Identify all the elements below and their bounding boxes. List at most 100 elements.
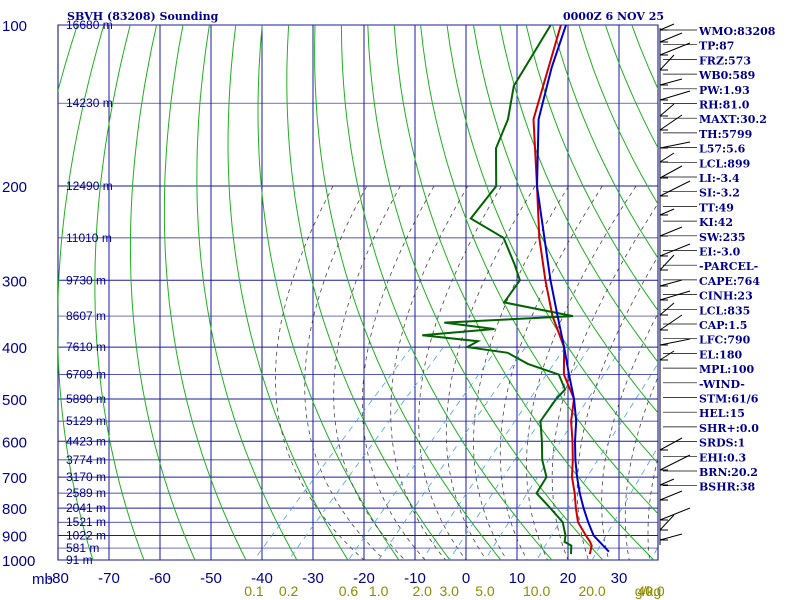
dry-adiabat-line: [499, 25, 658, 363]
sounding-index: LFC:790: [699, 334, 751, 347]
moist-adiabat-line: [445, 185, 536, 560]
wind-barb: [659, 338, 691, 346]
wind-barb: [659, 141, 691, 149]
mixing-ratio-label: 20.0: [578, 583, 605, 599]
sounding-time: 0000Z 6 NOV 25: [563, 10, 664, 23]
mixing-ratio-line: [378, 346, 527, 560]
profile-layer: [422, 25, 610, 555]
pressure-tick-label: 500: [2, 392, 27, 409]
wind-barb: [659, 314, 683, 331]
sounding-index: MPL:100: [699, 363, 755, 376]
wind-barb: [659, 350, 675, 361]
wind-barb: [659, 514, 675, 531]
mixing-ratio-line: [536, 362, 658, 560]
mixing-ratio-line: [253, 346, 412, 560]
dry-adiabat-line: [163, 25, 247, 560]
mixing-ratio-label: 3.0: [440, 583, 460, 599]
temperature-tick-label: -50: [200, 570, 222, 587]
height-label: 1521 m: [66, 515, 106, 529]
pressure-tick-label: 800: [2, 501, 27, 518]
temperature-tick-label: 20: [560, 570, 577, 587]
wind-barb: [659, 490, 683, 501]
temperature-tick-label: -10: [404, 570, 426, 587]
wind-barb: [659, 279, 683, 287]
sounding-index: MAXT:30.2: [699, 113, 767, 126]
mixing-ratio-line: [288, 346, 444, 560]
temperature-tick-label: 30: [611, 570, 628, 587]
parcel-profile: [535, 25, 610, 553]
moist-adiabat-line: [418, 185, 502, 560]
wind-barb: [659, 78, 683, 86]
moist-adiabat-line: [361, 185, 435, 560]
sounding-index: HEL:15: [699, 407, 745, 420]
wind-barb: [659, 478, 675, 486]
sounding-index: CINH:23: [699, 290, 753, 303]
sounding-index: BRN:20.2: [699, 466, 758, 479]
sounding-index: EHI:0.3: [699, 451, 746, 464]
mixing-ratio-label: 0.6: [339, 583, 359, 599]
moist-adiabat-line: [333, 185, 406, 560]
height-label: 7610 m: [66, 340, 106, 354]
temperature-tick-label: 10: [509, 570, 526, 587]
dry-adiabat-line: [129, 25, 196, 560]
height-label: 2041 m: [66, 501, 106, 515]
dewpoint-profile: [422, 25, 574, 555]
moist-adiabat-line: [526, 185, 637, 560]
label-layer: -80 -70 -60 -50 -40 -30 -20 -10 0 10 20 30 100 200 300…: [2, 18, 776, 599]
sounding-index: SHR+:0.0: [699, 422, 759, 435]
sounding-index: TH:5799: [699, 128, 752, 141]
sounding-index: SI:-3.2: [699, 187, 740, 200]
height-label: 14230 m: [66, 96, 113, 110]
moist-adiabat-line: [274, 185, 365, 560]
temperature-tick-label: -70: [98, 570, 120, 587]
grid-layer: [57, 24, 659, 561]
height-label: 5129 m: [66, 414, 106, 428]
sounding-index: L57:5.6: [699, 143, 746, 156]
sounding-index: CAPE:764: [699, 275, 760, 288]
mixing-ratio-unit: g/kg: [635, 583, 661, 599]
wind-barb: [659, 243, 691, 257]
dry-adiabat-line: [578, 25, 658, 206]
sounding-index: RH:81.0: [699, 99, 750, 112]
mixing-ratio-line: [448, 346, 591, 560]
dry-adiabat-line: [94, 25, 145, 560]
pressure-tick-label: 700: [2, 470, 27, 487]
mixing-ratio-line: [484, 346, 623, 560]
sounding-index: SW:235: [699, 231, 746, 244]
mixing-ratio-layer: [253, 346, 658, 560]
sounding-index: BSHR:38: [699, 481, 755, 494]
moist-adiabat-line: [390, 185, 469, 560]
sounding-index: WMO:83208: [698, 25, 776, 38]
wind-barb: [659, 152, 675, 163]
mixing-ratio-label: 0.1: [244, 583, 264, 599]
sounding-index: -WIND-: [699, 378, 745, 391]
moist-adiabat-line: [624, 376, 658, 560]
dry-adiabat-line: [367, 25, 604, 560]
wind-barb: [659, 114, 683, 131]
dry-adiabat-line: [314, 25, 502, 560]
height-label: 5890 m: [66, 392, 106, 406]
height-label: 3170 m: [66, 470, 106, 484]
sounding-index: STM:61/6: [699, 393, 759, 406]
wind-barb: [659, 226, 683, 237]
height-label: 2589 m: [66, 486, 106, 500]
pressure-tick-label: 1000: [2, 553, 35, 570]
wind-barb-layer: [659, 23, 697, 545]
pressure-tick-label: 100: [2, 18, 27, 35]
mixing-ratio-label: 5.0: [475, 583, 495, 599]
wind-barb: [659, 533, 683, 541]
height-label: 4423 m: [66, 434, 106, 448]
temperature-tick-label: -60: [149, 570, 171, 587]
dry-adiabat-line: [472, 25, 658, 414]
wind-barb: [659, 454, 691, 471]
dry-adiabat-line: [257, 25, 400, 560]
sounding-index: TT:49: [699, 201, 734, 214]
height-label: 1022 m: [66, 529, 106, 543]
dry-adiabat-line: [286, 25, 451, 560]
dry-adiabat-line: [340, 25, 553, 560]
height-label: 11010 m: [66, 231, 112, 245]
pressure-tick-label: 300: [2, 273, 27, 290]
wind-barb: [659, 90, 691, 101]
temperature-tick-label: -20: [353, 570, 375, 587]
mixing-ratio-line: [421, 346, 566, 560]
